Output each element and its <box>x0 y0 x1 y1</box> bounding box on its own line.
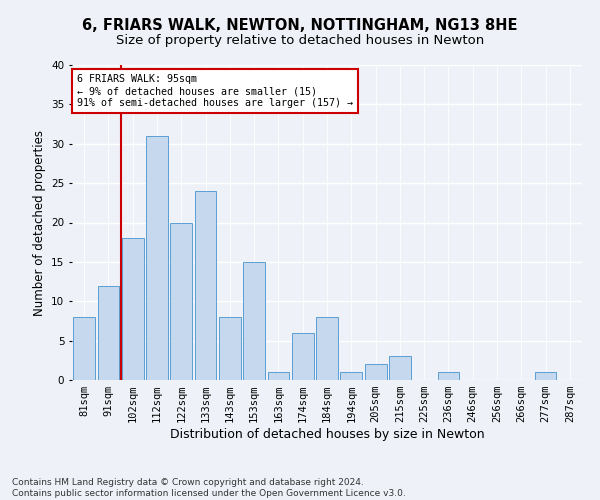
Bar <box>243 262 265 380</box>
Text: Size of property relative to detached houses in Newton: Size of property relative to detached ho… <box>116 34 484 47</box>
Bar <box>219 317 241 380</box>
Bar <box>437 372 460 380</box>
Bar <box>389 356 411 380</box>
Bar <box>292 333 314 380</box>
Text: Contains HM Land Registry data © Crown copyright and database right 2024.
Contai: Contains HM Land Registry data © Crown c… <box>12 478 406 498</box>
Bar <box>268 372 289 380</box>
Bar <box>97 286 119 380</box>
Bar <box>340 372 362 380</box>
Text: 6, FRIARS WALK, NEWTON, NOTTINGHAM, NG13 8HE: 6, FRIARS WALK, NEWTON, NOTTINGHAM, NG13… <box>82 18 518 32</box>
X-axis label: Distribution of detached houses by size in Newton: Distribution of detached houses by size … <box>170 428 484 441</box>
Y-axis label: Number of detached properties: Number of detached properties <box>32 130 46 316</box>
Bar <box>146 136 168 380</box>
Bar <box>316 317 338 380</box>
Bar <box>122 238 143 380</box>
Bar <box>194 191 217 380</box>
Bar <box>170 222 192 380</box>
Bar <box>365 364 386 380</box>
Bar <box>73 317 95 380</box>
Bar <box>535 372 556 380</box>
Text: 6 FRIARS WALK: 95sqm
← 9% of detached houses are smaller (15)
91% of semi-detach: 6 FRIARS WALK: 95sqm ← 9% of detached ho… <box>77 74 353 108</box>
